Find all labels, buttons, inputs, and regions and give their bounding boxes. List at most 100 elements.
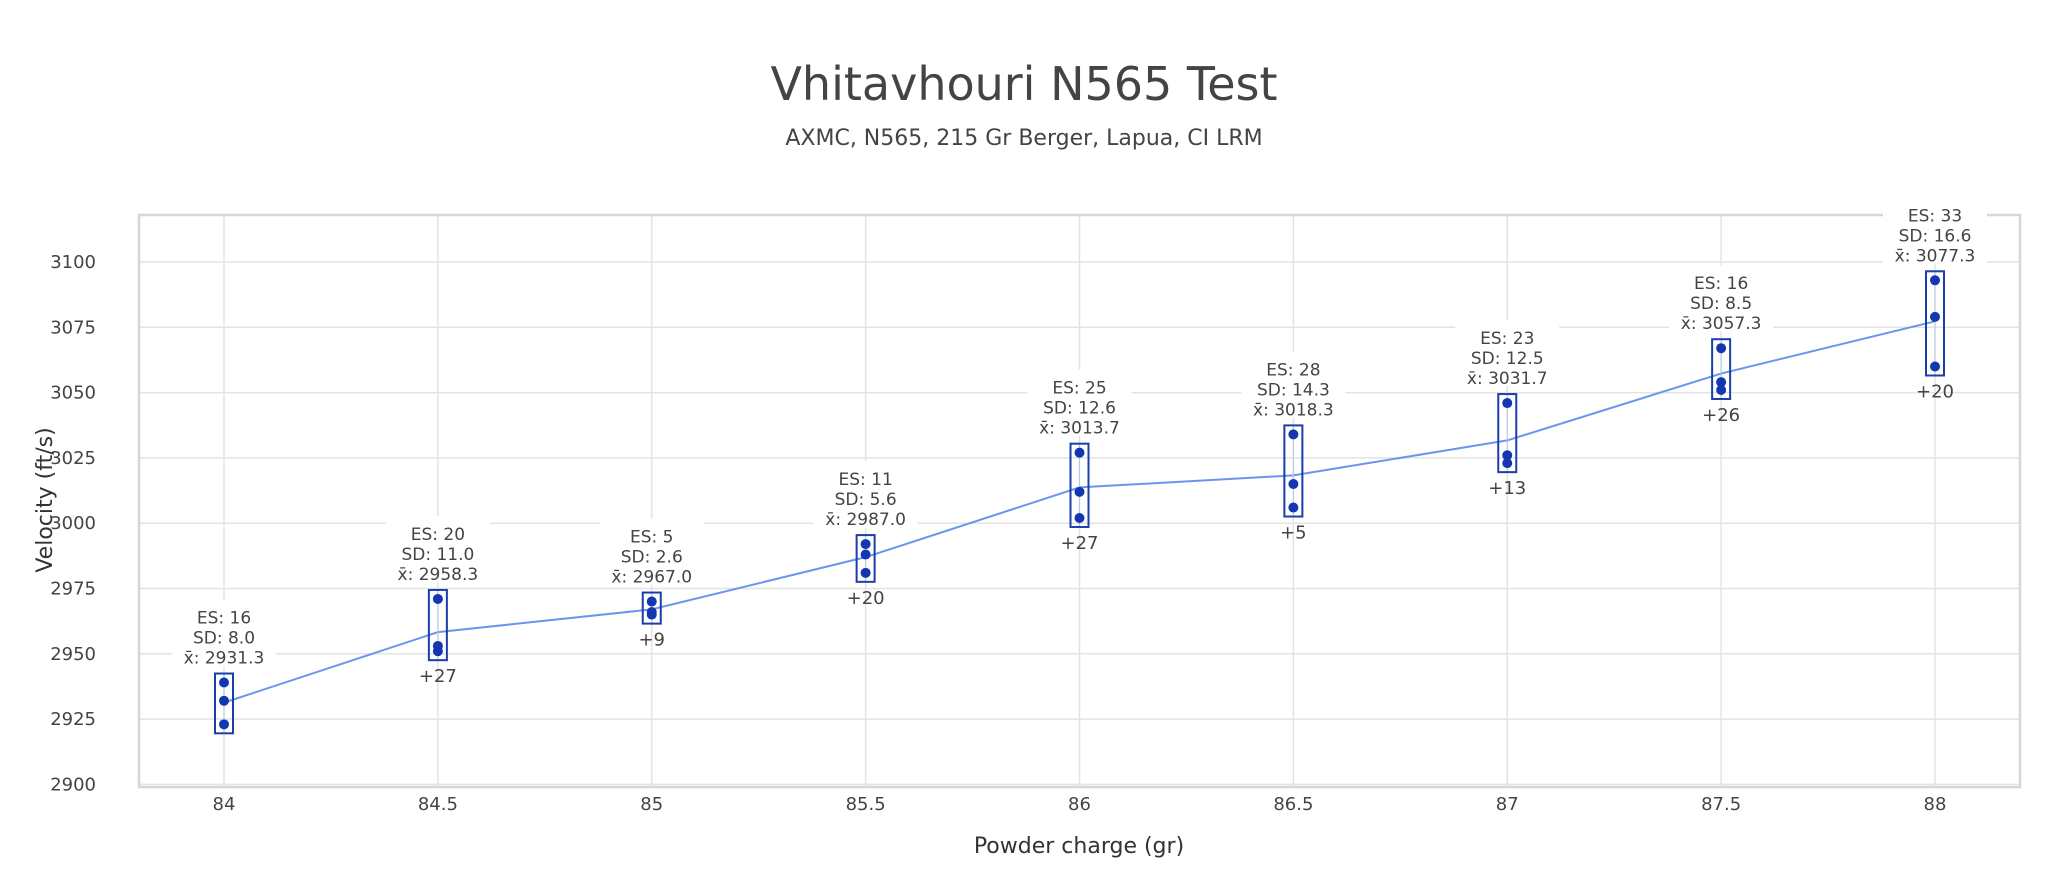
shot-group-85: ES: 5SD: 2.6x̄: 2967.0 +9 (599, 518, 704, 651)
shot-point (1930, 361, 1940, 372)
velocity-delta-label: +27 (1061, 533, 1099, 554)
stat-es-label: ES: 16 (197, 609, 251, 629)
stat-es-label: ES: 23 (1480, 329, 1534, 349)
shot-point (1502, 458, 1513, 469)
stat-sd-label: SD: 8.0 (193, 629, 255, 649)
shot-point (219, 677, 229, 688)
y-tick-label: 2975 (50, 578, 96, 599)
stat-es-label: ES: 5 (630, 528, 673, 548)
plot-frame (137, 213, 2022, 789)
stat-mean-label: x̄: 3018.3 (1253, 400, 1334, 420)
y-tick-label: 3075 (50, 317, 96, 338)
velocity-delta-label: +27 (419, 666, 457, 687)
group-box (1925, 270, 1945, 377)
velocity-delta-label: +5 (1280, 523, 1307, 544)
shot-point (1288, 502, 1299, 513)
shot-point (1288, 479, 1299, 490)
group-box (1711, 338, 1732, 400)
shot-point (1716, 377, 1727, 388)
stat-mean-label: x̄: 3077.3 (1895, 246, 1976, 266)
x-tick-label: 87.5 (1701, 794, 1741, 815)
shot-point (1074, 447, 1085, 458)
chart-title: Vhitavhouri N565 Test (770, 57, 1277, 111)
shot-point (1074, 512, 1085, 523)
y-tick-label: 2950 (50, 644, 96, 665)
x-tick-label: 87 (1496, 794, 1519, 815)
shot-point (646, 607, 657, 618)
y-tick-label: 2900 (50, 774, 96, 795)
velocity-delta-label: +20 (1916, 381, 1954, 402)
y-tick-label: 3025 (50, 448, 96, 469)
shot-point (432, 593, 443, 604)
shot-point (1288, 429, 1299, 440)
group-box (1497, 393, 1518, 474)
stat-sd-label: SD: 16.6 (1899, 226, 1972, 246)
stat-es-label: ES: 16 (1694, 274, 1748, 294)
shot-point (1716, 343, 1727, 354)
stat-sd-label: SD: 5.6 (835, 490, 897, 510)
stat-background (1455, 320, 1560, 387)
stat-background (1241, 351, 1346, 418)
stat-es-label: ES: 33 (1908, 206, 1962, 226)
stat-sd-label: SD: 14.3 (1257, 380, 1330, 400)
group-box (855, 534, 876, 583)
velocity-delta-label: +9 (638, 630, 665, 651)
shot-point (219, 719, 229, 730)
y-axis-ticks: 2900 2925 2950 2975 3000 3025 3050 3075 3100 (50, 252, 96, 795)
chart-subtitle: AXMC, N565, 215 Gr Berger, Lapua, CI LRM (785, 126, 1262, 151)
group-box (1069, 442, 1090, 528)
stat-mean-label: x̄: 2931.3 (184, 649, 265, 669)
stat-background (385, 515, 490, 582)
stat-background (1883, 197, 1987, 264)
y-tick-label: 3000 (50, 513, 96, 534)
stat-mean-label: x̄: 2958.3 (398, 565, 479, 585)
shot-point (646, 596, 657, 607)
shot-point (860, 549, 871, 560)
stat-es-label: ES: 25 (1052, 379, 1106, 399)
stat-sd-label: SD: 12.5 (1471, 349, 1544, 369)
stat-es-label: ES: 20 (411, 525, 465, 545)
stat-mean-label: x̄: 3013.7 (1039, 419, 1120, 439)
stat-sd-label: SD: 12.6 (1043, 399, 1116, 419)
y-tick-label: 3050 (50, 383, 96, 404)
stat-background (1669, 265, 1774, 332)
stat-background (813, 461, 918, 528)
stat-mean-label: x̄: 2967.0 (611, 568, 692, 588)
shot-point (860, 539, 871, 550)
shot-point (1930, 275, 1940, 286)
stat-background (172, 599, 276, 666)
x-tick-label: 85 (640, 794, 663, 815)
y-axis-label: Velocity (ft/s) (33, 427, 58, 572)
x-axis-ticks: 84 84.5 85 85.5 86 86.5 87 87.5 88 (213, 794, 1947, 815)
x-tick-label: 86.5 (1273, 794, 1313, 815)
x-axis-label: Powder charge (gr) (974, 834, 1184, 859)
shot-point (860, 567, 871, 578)
stat-es-label: ES: 28 (1266, 360, 1320, 380)
stat-sd-label: SD: 11.0 (401, 545, 474, 565)
stat-mean-label: x̄: 2987.0 (825, 510, 906, 530)
shot-point (1502, 450, 1513, 461)
shot-point (1502, 398, 1513, 409)
shot-point (219, 695, 229, 706)
stat-background (599, 518, 704, 585)
x-tick-label: 88 (1924, 794, 1947, 815)
x-tick-label: 84 (213, 794, 236, 815)
shot-point (1716, 384, 1727, 395)
velocity-delta-label: +20 (847, 588, 885, 609)
stat-es-label: ES: 11 (838, 470, 892, 490)
y-tick-label: 3100 (50, 252, 96, 273)
group-box (214, 672, 234, 735)
shot-point (1074, 486, 1085, 497)
stat-sd-label: SD: 2.6 (621, 548, 683, 568)
stat-background (1027, 369, 1132, 436)
y-tick-label: 2925 (50, 709, 96, 730)
velocity-delta-label: +26 (1702, 405, 1740, 426)
